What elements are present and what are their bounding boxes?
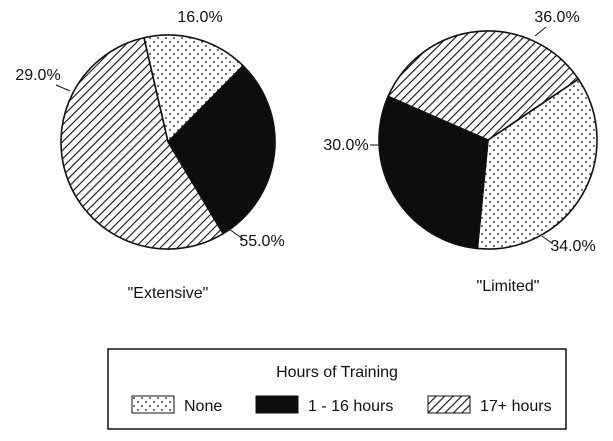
pie-extensive-slice-1-16-hours (166, 64, 276, 235)
legend-label-1-16-hours: 1 - 16 hours (308, 398, 393, 415)
legend-swatch-17-plus-hours (427, 395, 471, 414)
pie-extensive-slice-none (142, 34, 245, 144)
pie-limited-label-none: 36.0% (534, 9, 579, 26)
pie-limited-slice-17-plus-hours (387, 30, 580, 141)
pie-extensive-label-1-16-hours: 29.0% (15, 67, 60, 84)
pie-limited-label-1-16-hours: 30.0% (323, 137, 368, 154)
pie-extensive: 16.0% 29.0% 55.0% (15, 9, 284, 250)
legend-swatch-none (131, 395, 175, 414)
legend-label-none: None (184, 398, 222, 415)
pie-extensive-title: "Extensive" (128, 285, 209, 302)
legend-title: Hours of Training (276, 364, 398, 381)
legend-label-17-plus-hours: 17+ hours (480, 398, 552, 415)
legend-swatch-1-16-hours (255, 395, 299, 414)
pie-limited-label-17-plus-hours: 34.0% (550, 238, 595, 255)
pie-extensive-label-none: 16.0% (177, 9, 222, 26)
pie-limited-leader-none (534, 26, 547, 37)
legend-box (107, 348, 567, 430)
pie-limited-slice-1-16-hours (378, 95, 489, 250)
pie-limited: 36.0% 30.0% 34.0% (323, 9, 598, 255)
pie-extensive-leader-1-16-hours (55, 84, 71, 92)
pie-limited-slice-none (476, 77, 598, 250)
pie-limited-leader-17-plus-hours (541, 235, 554, 245)
pie-extensive-leader-17-plus-hours (228, 228, 244, 240)
legend: Hours of Training None 1 - 16 hours 17+ … (107, 348, 567, 430)
pie-extensive-slice-17-plus-hours (60, 36, 225, 250)
pie-extensive-label-17-plus-hours: 55.0% (239, 233, 284, 250)
pie-limited-title: "Limited" (477, 278, 540, 295)
